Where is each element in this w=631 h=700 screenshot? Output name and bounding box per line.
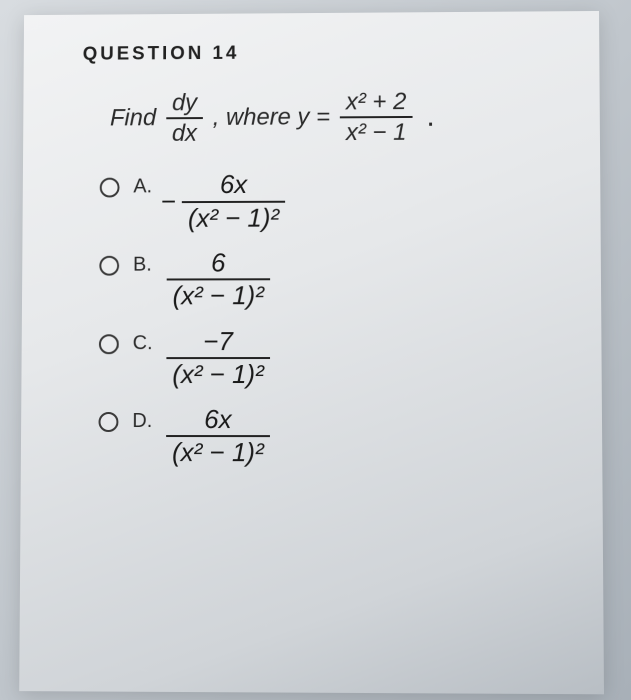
rhs-numerator: x² + 2 <box>342 89 410 116</box>
answer-denominator: (x² − 1)² <box>182 200 285 231</box>
prompt-where: , where y = <box>213 104 330 132</box>
dy-dx-fraction: dy dx <box>166 90 203 146</box>
option-d[interactable]: D. 6x (x² − 1)² <box>98 406 562 467</box>
question-title: QUESTION 14 <box>83 41 560 66</box>
option-letter: D. <box>132 410 160 433</box>
answer-numerator: 6 <box>207 250 229 279</box>
answer-fraction: 6x (x² − 1)² <box>166 406 270 467</box>
radio-icon[interactable] <box>98 412 118 432</box>
answer-denominator: (x² − 1)² <box>167 279 270 310</box>
question-prompt: Find dy dx , where y = x² + 2 x² − 1 . <box>110 88 560 146</box>
rhs-denominator: x² − 1 <box>340 116 413 145</box>
option-letter: B. <box>133 254 161 277</box>
option-a[interactable]: A. − 6x (x² − 1)² <box>100 170 561 232</box>
option-b[interactable]: B. 6 (x² − 1)² <box>99 249 561 310</box>
option-expression: 6 (x² − 1)² <box>161 249 270 309</box>
rhs-fraction: x² + 2 x² − 1 <box>340 89 413 145</box>
dx-denominator: dx <box>166 117 203 146</box>
option-letter: A. <box>133 176 161 199</box>
prompt-find: Find <box>110 105 156 133</box>
radio-icon[interactable] <box>99 334 119 354</box>
radio-icon[interactable] <box>99 256 119 276</box>
question-sheet: QUESTION 14 Find dy dx , where y = x² + … <box>19 11 604 694</box>
answer-fraction: 6x (x² − 1)² <box>182 171 285 231</box>
option-expression: 6x (x² − 1)² <box>160 406 270 467</box>
dy-numerator: dy <box>168 90 201 117</box>
answer-denominator: (x² − 1)² <box>166 357 269 388</box>
answer-numerator: 6x <box>216 172 251 201</box>
prompt-period: . <box>426 100 434 134</box>
answer-numerator: −7 <box>199 328 237 357</box>
answer-fraction: 6 (x² − 1)² <box>167 249 270 309</box>
answer-denominator: (x² − 1)² <box>166 435 270 466</box>
option-letter: C. <box>133 332 161 355</box>
option-expression: −7 (x² − 1)² <box>160 328 269 389</box>
answer-numerator: 6x <box>200 406 235 435</box>
radio-icon[interactable] <box>100 178 120 198</box>
option-c[interactable]: C. −7 (x² − 1)² <box>99 327 562 388</box>
option-expression: − 6x (x² − 1)² <box>161 171 285 231</box>
answer-fraction: −7 (x² − 1)² <box>166 328 270 389</box>
leading-sign: − <box>161 186 176 217</box>
